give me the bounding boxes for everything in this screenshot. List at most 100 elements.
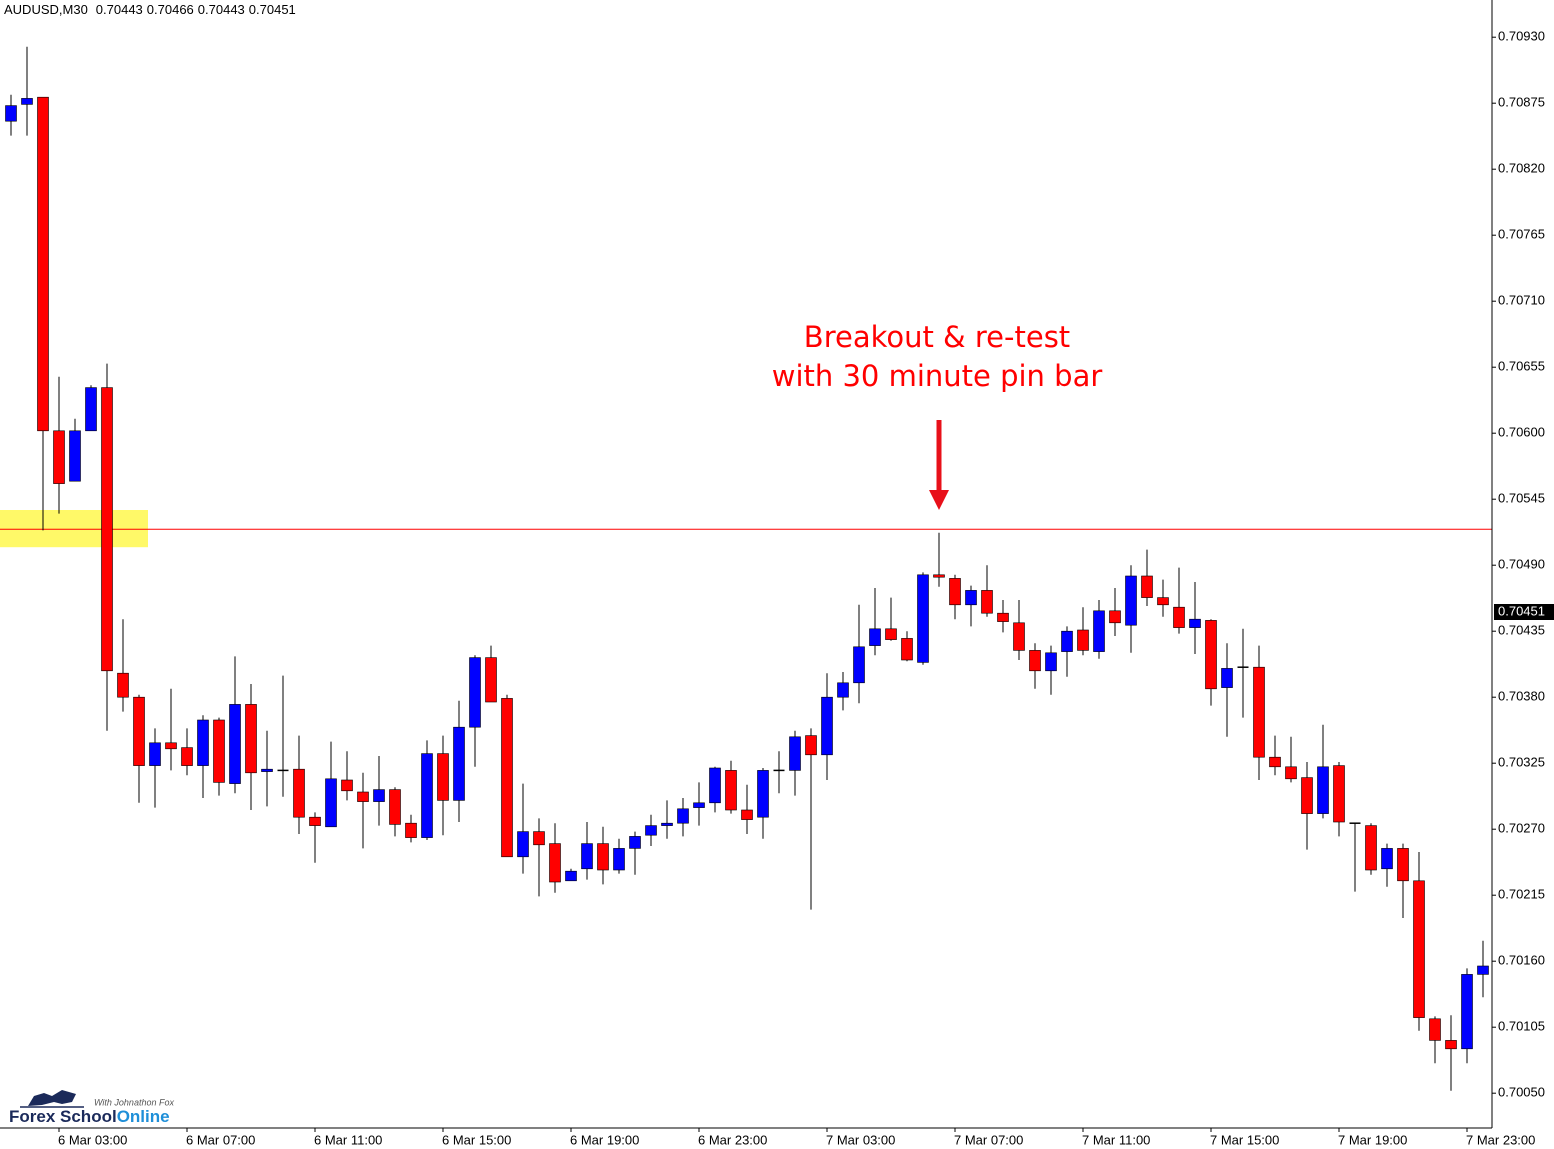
candle-body <box>1205 620 1217 690</box>
candle <box>1157 579 1169 617</box>
annotation-arrow <box>929 420 949 510</box>
candle-body <box>37 96 49 432</box>
candle <box>1045 645 1057 695</box>
candle <box>501 694 513 858</box>
candle <box>485 645 497 703</box>
candle-body <box>693 802 705 808</box>
candle <box>757 768 769 839</box>
logo: With Johnathon Fox Forex SchoolOnline <box>9 1090 174 1126</box>
candle <box>1189 582 1201 654</box>
candle-body <box>1301 777 1313 814</box>
candle-body <box>805 735 817 756</box>
candle <box>645 814 657 846</box>
candle <box>533 818 545 897</box>
candle <box>133 694 145 803</box>
candle-body <box>373 789 385 802</box>
candle-body <box>1429 1018 1441 1041</box>
candle-body <box>949 578 961 606</box>
candle-body <box>5 105 17 122</box>
y-tick-label: 0.70105 <box>1498 1019 1545 1034</box>
candle-body <box>21 98 33 105</box>
candle <box>1269 735 1281 776</box>
y-tick-label: 0.70490 <box>1498 557 1545 572</box>
candle-body <box>981 590 993 614</box>
candle <box>1141 549 1153 606</box>
candle-body <box>69 430 81 482</box>
zone-layer <box>0 510 148 548</box>
y-tick-label: 0.70380 <box>1498 689 1545 704</box>
candle-body <box>645 825 657 836</box>
candle <box>549 823 561 893</box>
y-tick-label: 0.70600 <box>1498 425 1545 440</box>
candle <box>1205 619 1217 706</box>
zone <box>0 510 148 548</box>
candle-body <box>1397 848 1409 882</box>
x-tick-label: 6 Mar 11:00 <box>314 1132 382 1147</box>
candle <box>917 572 929 665</box>
candle <box>1317 724 1329 819</box>
x-tick-label: 7 Mar 11:00 <box>1082 1132 1150 1147</box>
last-price-box <box>1494 604 1554 620</box>
candle-body <box>741 809 753 820</box>
x-tick-label: 6 Mar 19:00 <box>570 1132 639 1147</box>
annotation: Breakout & re-test <box>804 320 1070 354</box>
candle-body <box>1221 668 1233 688</box>
candle-body <box>629 836 641 849</box>
candle <box>1477 940 1489 998</box>
candle-body <box>1333 765 1345 823</box>
candle <box>373 756 385 826</box>
candle-body <box>469 657 481 728</box>
candle <box>469 655 481 767</box>
x-tick-label: 7 Mar 03:00 <box>826 1132 895 1147</box>
candle <box>789 730 801 796</box>
candle-body <box>1045 652 1057 672</box>
y-tick-label: 0.70270 <box>1498 821 1545 836</box>
candle-body <box>677 808 689 824</box>
candle-body <box>565 870 577 882</box>
candle <box>1445 1015 1457 1091</box>
plot <box>0 46 1492 1091</box>
candle-body <box>133 696 145 766</box>
candle-body <box>213 719 225 783</box>
candle-body <box>501 698 513 858</box>
candle-body <box>917 574 929 663</box>
candle-body <box>309 816 321 826</box>
candle <box>661 800 673 839</box>
title-value: 0.70451 <box>249 2 296 17</box>
candle-body <box>85 387 97 432</box>
candle-body <box>405 822 417 838</box>
candle <box>1461 968 1473 1064</box>
last-price-label: 0.70451 <box>1498 603 1545 618</box>
candle <box>453 700 465 822</box>
candle <box>181 728 193 776</box>
chart-title: AUDUSD,M30 0.70443 0.70466 0.70443 0.70451 <box>4 2 296 17</box>
candle <box>117 619 129 712</box>
candle <box>245 684 257 810</box>
candle-body <box>229 704 241 784</box>
logo-name-accent: Online <box>117 1107 170 1126</box>
x-tick-label: 7 Mar 15:00 <box>1210 1132 1279 1147</box>
candle-body <box>197 719 209 766</box>
candle <box>37 96 49 531</box>
y-tick-label: 0.70875 <box>1498 95 1545 110</box>
candle-body <box>357 791 369 802</box>
y-tick-label: 0.70160 <box>1498 953 1545 968</box>
candle <box>1253 645 1265 780</box>
candle-body <box>1253 666 1265 758</box>
candle <box>837 672 849 711</box>
candle <box>389 787 401 837</box>
candle-body <box>757 770 769 818</box>
candle <box>901 631 913 662</box>
candle <box>101 363 113 731</box>
candle-body <box>421 753 433 838</box>
candle-body <box>1381 848 1393 870</box>
candle <box>565 868 577 882</box>
candle <box>597 826 609 885</box>
candle <box>277 675 289 797</box>
x-tick-label: 6 Mar 07:00 <box>186 1132 255 1147</box>
candle <box>197 715 209 798</box>
candle <box>69 418 81 482</box>
y-tick-label: 0.70545 <box>1498 491 1545 506</box>
candle <box>1173 567 1185 634</box>
candle-body <box>101 387 113 672</box>
